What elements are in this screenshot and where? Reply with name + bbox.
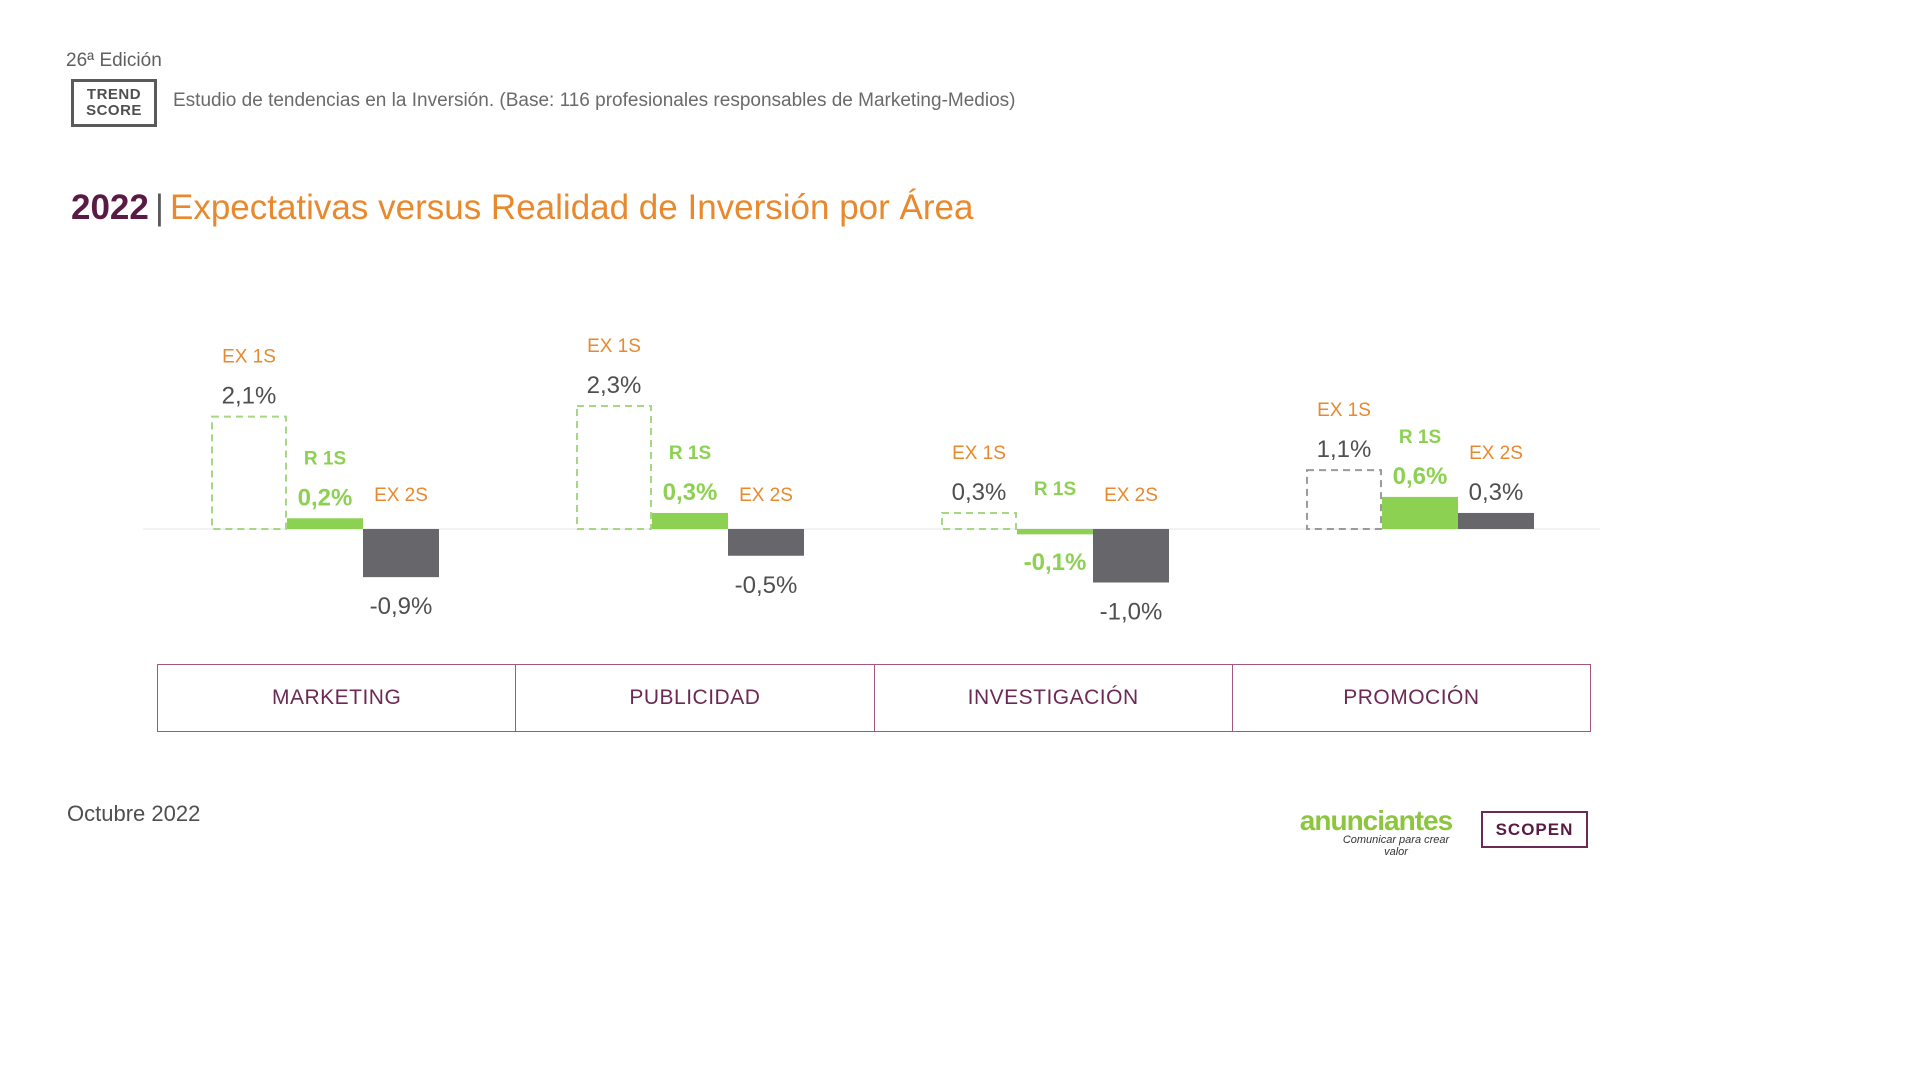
bar-ex-2s-3 — [1458, 512, 1534, 529]
title-separator: | — [154, 188, 164, 227]
category-investigacion: INVESTIGACIÓN — [875, 665, 1233, 731]
category-marketing: MARKETING — [158, 665, 517, 731]
series-label-r-1s-1: R 1S — [669, 443, 711, 464]
series-label-ex-1s-1: EX 1S — [587, 336, 641, 357]
bar-r-1s-2 — [1017, 529, 1093, 535]
value-label-ex-1s-1: 2,3% — [587, 372, 642, 399]
value-label-ex-2s-3: 0,3% — [1469, 479, 1524, 506]
series-label-ex-1s-0: EX 1S — [222, 347, 276, 368]
value-label-ex-1s-0: 2,1% — [222, 383, 277, 410]
value-label-r-1s-0: 0,2% — [298, 484, 353, 511]
anunciantes-tagline: Comunicar para crear valor — [1342, 834, 1450, 858]
series-label-ex-2s-1: EX 2S — [739, 485, 793, 506]
logo-line-1: TREND — [86, 86, 142, 103]
bar-ex-2s-0 — [363, 529, 439, 578]
value-label-r-1s-2: -0,1% — [1024, 549, 1087, 576]
series-label-ex-2s-0: EX 2S — [374, 485, 428, 506]
series-label-ex-2s-3: EX 2S — [1469, 443, 1523, 464]
trend-score-logo: TREND SCORE — [71, 79, 157, 127]
logo-line-2: SCORE — [86, 102, 142, 119]
bar-ex-2s-1 — [728, 529, 804, 556]
value-label-ex-1s-3: 1,1% — [1317, 436, 1372, 463]
series-label-ex-1s-3: EX 1S — [1317, 400, 1371, 421]
bar-ex-1s-2 — [941, 511, 1017, 531]
value-label-ex-2s-2: -1,0% — [1100, 599, 1163, 626]
investment-chart: 2,1% EX 1S 0,2% R 1S -0,9% EX 2S 2,3% EX 1S 0,3%… — [143, 336, 1600, 626]
bar-ex-1s-3 — [1306, 469, 1382, 530]
series-label-r-1s-2: R 1S — [1034, 479, 1076, 500]
series-label-ex-2s-2: EX 2S — [1104, 485, 1158, 506]
series-label-r-1s-0: R 1S — [304, 448, 346, 469]
value-label-ex-2s-1: -0,5% — [735, 572, 798, 599]
scopen-logo: SCOPEN — [1481, 811, 1588, 848]
edition-label: 26ª Edición — [66, 50, 162, 71]
bar-ex-1s-0 — [211, 415, 287, 530]
page-title: 2022 | Expectativas versus Realidad de Inv… — [71, 188, 973, 228]
title-text: Expectativas versus Realidad de Inversió… — [169, 188, 974, 227]
value-label-ex-1s-2: 0,3% — [952, 479, 1007, 506]
anunciantes-logo: anunciantes Comunicar para crear valor — [1296, 805, 1456, 859]
category-row: MARKETING PUBLICIDAD INVESTIGACIÓN PROMO… — [157, 664, 1591, 732]
value-label-ex-2s-0: -0,9% — [370, 593, 433, 620]
bar-ex-2s-2 — [1093, 529, 1169, 583]
category-promocion: PROMOCIÓN — [1343, 686, 1480, 709]
series-label-ex-1s-2: EX 1S — [952, 443, 1006, 464]
study-description: Estudio de tendencias en la Inversión. (… — [173, 90, 1016, 111]
value-label-r-1s-3: 0,6% — [1393, 463, 1448, 490]
bar-r-1s-3 — [1382, 496, 1458, 529]
report-date: Octubre 2022 — [67, 801, 201, 826]
bar-r-1s-1 — [652, 512, 728, 529]
series-label-r-1s-3: R 1S — [1399, 427, 1441, 448]
anunciantes-wordmark: anunciantes — [1299, 805, 1453, 836]
bar-r-1s-0 — [287, 518, 363, 529]
value-label-r-1s-1: 0,3% — [663, 479, 718, 506]
category-publicidad: PUBLICIDAD — [516, 665, 875, 731]
bar-ex-1s-1 — [576, 404, 652, 531]
title-year: 2022 — [71, 188, 149, 227]
